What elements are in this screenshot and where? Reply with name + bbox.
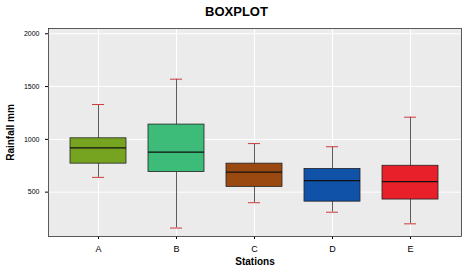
svg-text:B: B — [173, 244, 179, 254]
html-text:BOXPLOT: BOXPLOT — [205, 4, 268, 19]
svg-text:2000: 2000 — [24, 30, 40, 37]
svg-text:C: C — [251, 244, 258, 254]
svg-text:500: 500 — [28, 188, 40, 195]
svg-text:Rainfall mm: Rainfall mm — [5, 104, 16, 161]
svg-text:Stations: Stations — [235, 256, 275, 267]
svg-text:E: E — [407, 244, 413, 254]
svg-text:1500: 1500 — [24, 83, 40, 90]
svg-text:1000: 1000 — [24, 136, 40, 143]
svg-text:A: A — [95, 244, 101, 254]
svg-text:D: D — [329, 244, 336, 254]
